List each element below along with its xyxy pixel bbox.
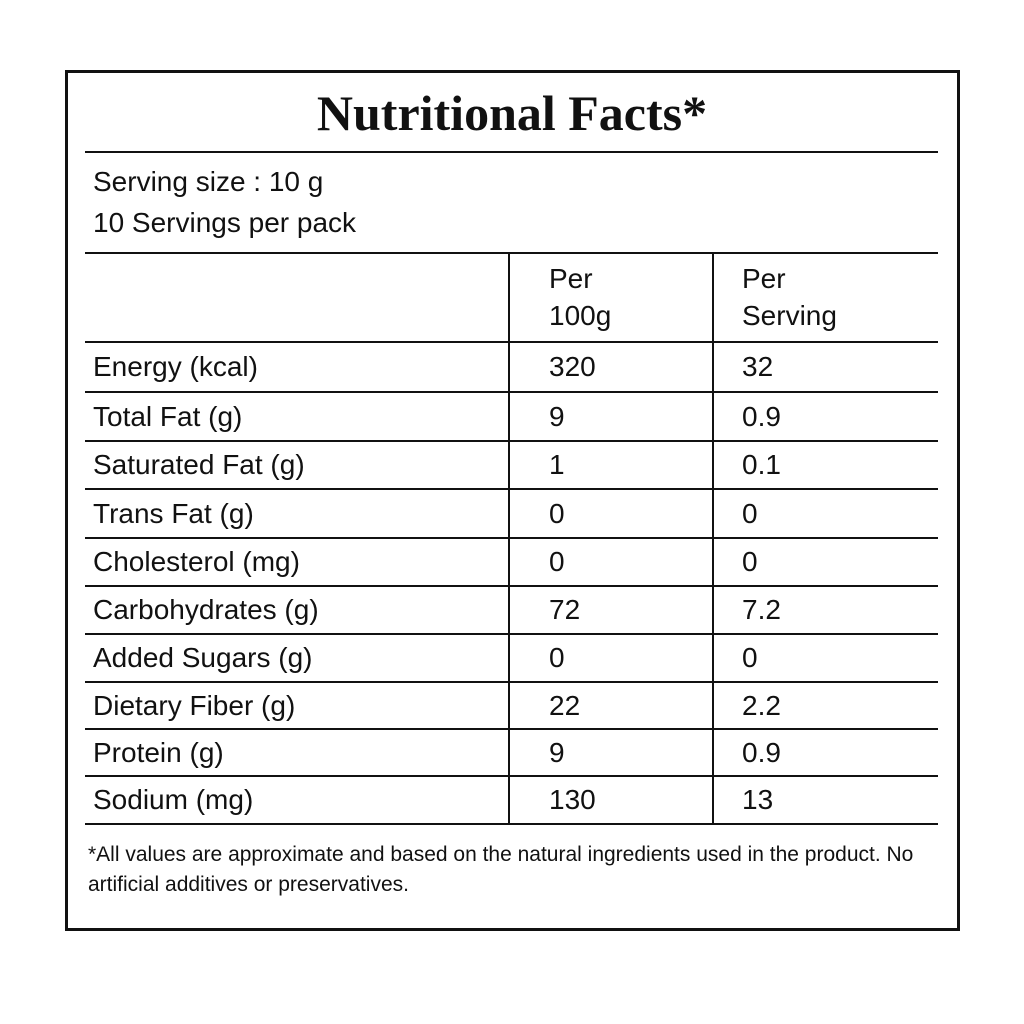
nutrient-name: Cholesterol (mg): [93, 546, 300, 577]
per-100g-value: 9: [549, 401, 565, 432]
row-divider: [85, 681, 938, 683]
per-100g-value: 72: [549, 594, 581, 625]
nutrient-name: Protein (g): [93, 737, 224, 768]
servings-per-pack: 10 Servings per pack: [93, 207, 357, 238]
nutrient-name: Trans Fat (g): [93, 498, 254, 529]
per-serving-value: 0: [742, 546, 758, 577]
row-divider: [85, 633, 938, 635]
title: Nutritional Facts*: [316, 85, 708, 141]
divider: [85, 151, 938, 153]
nutrient-name: Carbohydrates (g): [93, 594, 319, 625]
per-serving-value: 7.2: [742, 594, 781, 625]
serving-size: Serving size : 10 g: [93, 166, 324, 197]
row-divider: [85, 585, 938, 587]
row-divider: [85, 391, 938, 393]
per-serving-value: 2.2: [742, 690, 781, 721]
row-divider: [85, 537, 938, 539]
per-100g-value: 1: [549, 449, 565, 480]
per-serving-value: 32: [742, 351, 774, 382]
nutrient-name: Dietary Fiber (g): [93, 690, 296, 721]
per-100g-value: 0: [549, 498, 565, 529]
row-divider: [85, 440, 938, 442]
column-header: Per Serving: [742, 263, 837, 331]
nutrient-name: Saturated Fat (g): [93, 449, 305, 480]
nutrient-name: Energy (kcal): [93, 351, 258, 382]
row-divider: [85, 728, 938, 730]
per-serving-value: 0: [742, 642, 758, 673]
per-100g-value: 0: [549, 546, 565, 577]
nutrient-name: Added Sugars (g): [93, 642, 313, 673]
label-border: [65, 70, 960, 931]
row-divider: [85, 488, 938, 490]
per-100g-value: 130: [549, 784, 596, 815]
per-serving-value: 0.1: [742, 449, 781, 480]
divider: [85, 341, 938, 343]
column-divider: [508, 253, 510, 825]
nutrient-name: Total Fat (g): [93, 401, 243, 432]
row-divider: [85, 823, 938, 825]
per-serving-value: 0.9: [742, 401, 781, 432]
per-serving-value: 0: [742, 498, 758, 529]
per-100g-value: 22: [549, 690, 581, 721]
per-serving-value: 13: [742, 784, 774, 815]
divider: [85, 252, 938, 254]
footnote: *All values are approximate and based on…: [88, 843, 914, 896]
column-header: Per 100g: [549, 263, 612, 331]
per-serving-value: 0.9: [742, 737, 781, 768]
per-100g-value: 9: [549, 737, 565, 768]
row-divider: [85, 775, 938, 777]
per-100g-value: 0: [549, 642, 565, 673]
column-divider: [712, 253, 714, 825]
nutrient-name: Sodium (mg): [93, 784, 254, 815]
per-100g-value: 320: [549, 351, 596, 382]
